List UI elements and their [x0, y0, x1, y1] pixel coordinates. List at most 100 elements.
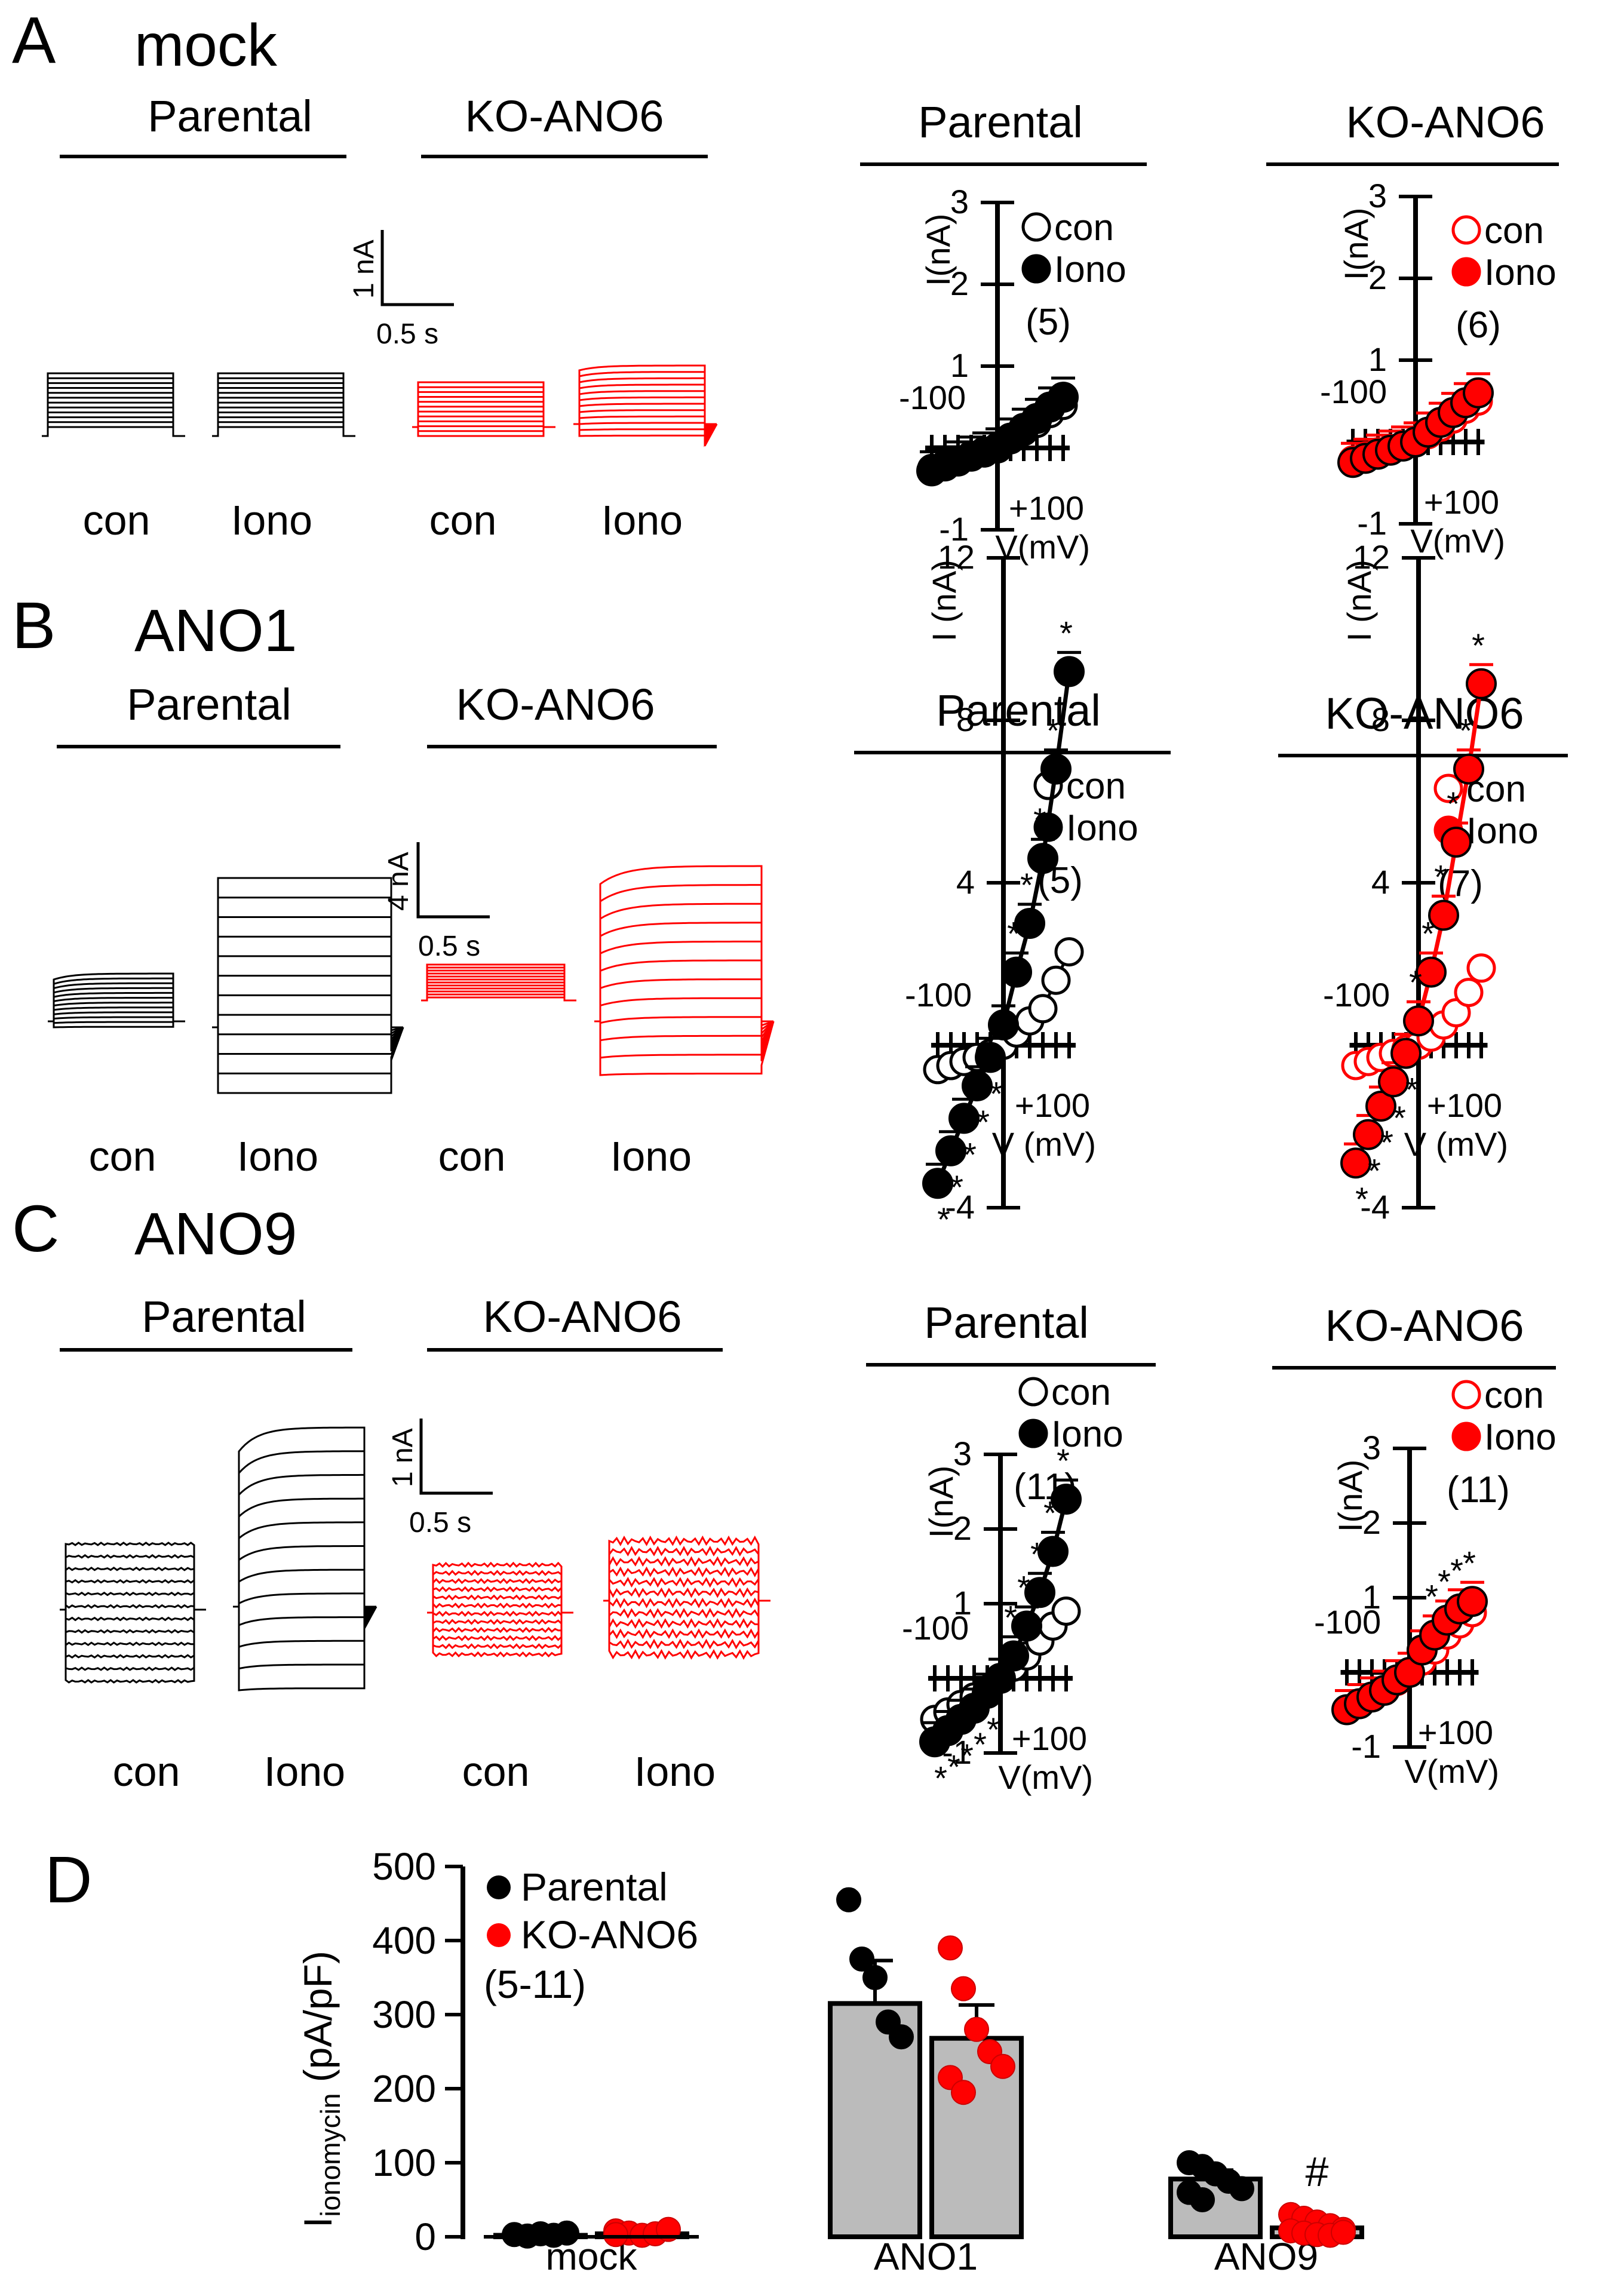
trace-sweep	[594, 1016, 775, 1054]
trace-sweep	[427, 1561, 573, 1614]
panel-letter-d: D	[45, 1843, 92, 1917]
iv-plot-ano9-parental: Parental321-1-100+100V(mV)I(nA)conIono(1…	[866, 1298, 1156, 1797]
trace-sweep	[427, 1585, 573, 1614]
trace-group-parental: Parental	[148, 91, 312, 141]
trace-sweep	[60, 1603, 206, 1611]
iv-y-tick-label: -1	[939, 510, 969, 548]
trace-sweep	[212, 406, 355, 437]
trace-sweep	[212, 372, 355, 437]
iv-n-label: (6)	[1456, 305, 1501, 346]
iv-y-tick-label: 3	[950, 183, 969, 220]
trace-sweep	[42, 377, 185, 437]
iv-legend-iono-label: Iono	[1066, 808, 1138, 849]
trace-sweep	[48, 977, 185, 1023]
trace-sweep	[412, 410, 555, 428]
trace-sweep	[427, 1594, 573, 1614]
trace-sweep	[427, 1611, 573, 1650]
iv-significance-star: *	[1472, 627, 1485, 664]
trace-sweep	[427, 1601, 573, 1614]
ylabel-main: I	[296, 2217, 340, 2228]
trace-sweep	[573, 371, 717, 428]
panel-title-ano1: ANO1	[134, 597, 297, 664]
trace-sweep	[212, 387, 355, 437]
trace-sweep	[212, 935, 404, 1038]
iv-point-iono	[922, 1168, 953, 1199]
trace-group-parental: Parental	[127, 680, 291, 729]
iv-point-iono	[1037, 1536, 1069, 1567]
iv-point-iono	[1011, 1610, 1042, 1642]
trace-sweep	[212, 975, 404, 1045]
trace-group-ko-ano6: KO-ANO6	[465, 91, 664, 141]
iv-x-max-label: +100	[1009, 489, 1084, 527]
iv-y-label: I(nA)	[1337, 208, 1375, 280]
iv-point-iono	[998, 1640, 1029, 1672]
trace-sweep	[594, 1020, 775, 1076]
iv-y-tick-label: 4	[956, 863, 975, 901]
trace-group-ko-ano6: KO-ANO6	[456, 680, 655, 729]
bar-data-point	[938, 1935, 963, 1961]
scale-bar-y-label: 1 nA	[348, 240, 380, 299]
iv-significance-star: *	[937, 1201, 950, 1238]
iv-significance-star: *	[1380, 1123, 1393, 1161]
iv-point-iono	[1365, 1091, 1396, 1122]
trace-sweep	[60, 1608, 206, 1684]
iv-y-tick-label: 2	[1362, 1503, 1381, 1541]
trace-sweep	[412, 386, 555, 428]
trace-cond-iono-ko: Iono	[601, 497, 683, 544]
iv-point-iono	[1428, 899, 1459, 931]
iv-legend-con-marker	[1433, 773, 1463, 803]
iv-point-iono	[975, 1042, 1006, 1073]
trace-sweep	[233, 1568, 377, 1621]
iv-y-tick-label: 2	[1368, 259, 1387, 296]
trace-sweep	[233, 1497, 377, 1614]
trace-sweep	[60, 1566, 206, 1611]
iv-significance-star: *	[1057, 1442, 1070, 1479]
trace-sweep	[212, 421, 355, 437]
trace-sweep	[60, 1608, 206, 1659]
trace-sweep	[212, 877, 403, 1029]
iv-legend-iono-marker	[1021, 254, 1051, 284]
trace-sweep	[48, 982, 185, 1023]
trace-sweep	[212, 382, 355, 437]
bar-data-point	[862, 1965, 888, 1990]
iv-x-max-label: +100	[1427, 1086, 1502, 1124]
current-traces-c	[60, 1426, 770, 1691]
iv-point-iono	[988, 1009, 1019, 1040]
trace-sweep	[233, 1426, 376, 1608]
trace-sweep	[573, 423, 718, 447]
iv-significance-star: *	[1459, 712, 1472, 750]
scale-bar-y-label: 1 nA	[387, 1428, 419, 1487]
current-traces-a	[42, 364, 718, 447]
current-traces-b	[48, 865, 775, 1094]
trace-sweep	[421, 975, 576, 1002]
trace-sweep	[594, 1020, 775, 1062]
iv-significance-star: *	[974, 1726, 987, 1763]
bar-data-point	[964, 2016, 989, 2042]
iv-y-label: I(nA)	[922, 1466, 960, 1538]
iv-y-tick-label: 1	[950, 346, 969, 384]
trace-sweep	[42, 406, 185, 437]
trace-sweep	[603, 1535, 770, 1602]
trace-sweep	[48, 1011, 185, 1023]
trace-block-a: Parental KO-ANO6 1 nA 0.5 s con Iono con…	[42, 91, 718, 544]
iv-title: Parental	[924, 1298, 1089, 1347]
trace-sweep	[603, 1565, 770, 1602]
iv-significance-star: *	[1043, 1494, 1057, 1532]
iv-point-iono	[1390, 1037, 1422, 1069]
trace-sweep	[573, 396, 717, 436]
trace-sweep	[573, 383, 717, 432]
trace-sweep	[60, 1554, 206, 1611]
iv-significance-star: *	[1355, 1180, 1368, 1218]
trace-sweep	[48, 997, 185, 1023]
trace-sweep	[60, 1608, 206, 1635]
iv-point-iono	[1027, 843, 1058, 874]
svg-text:Iionomycin (pA/pF): Iionomycin (pA/pF)	[296, 1951, 346, 2228]
trace-sweep	[212, 1026, 404, 1052]
trace-group-parental: Parental	[142, 1292, 306, 1341]
trace-cond-con-parental: con	[89, 1133, 156, 1180]
trace-sweep	[42, 421, 185, 437]
trace-sweep	[412, 426, 555, 437]
panel-b: B ANO1 Parental KO-ANO6 4 nA 0.5 s con I…	[12, 538, 1568, 1238]
trace-sweep	[42, 382, 185, 437]
bar-y-tick-label: 200	[372, 2067, 436, 2110]
